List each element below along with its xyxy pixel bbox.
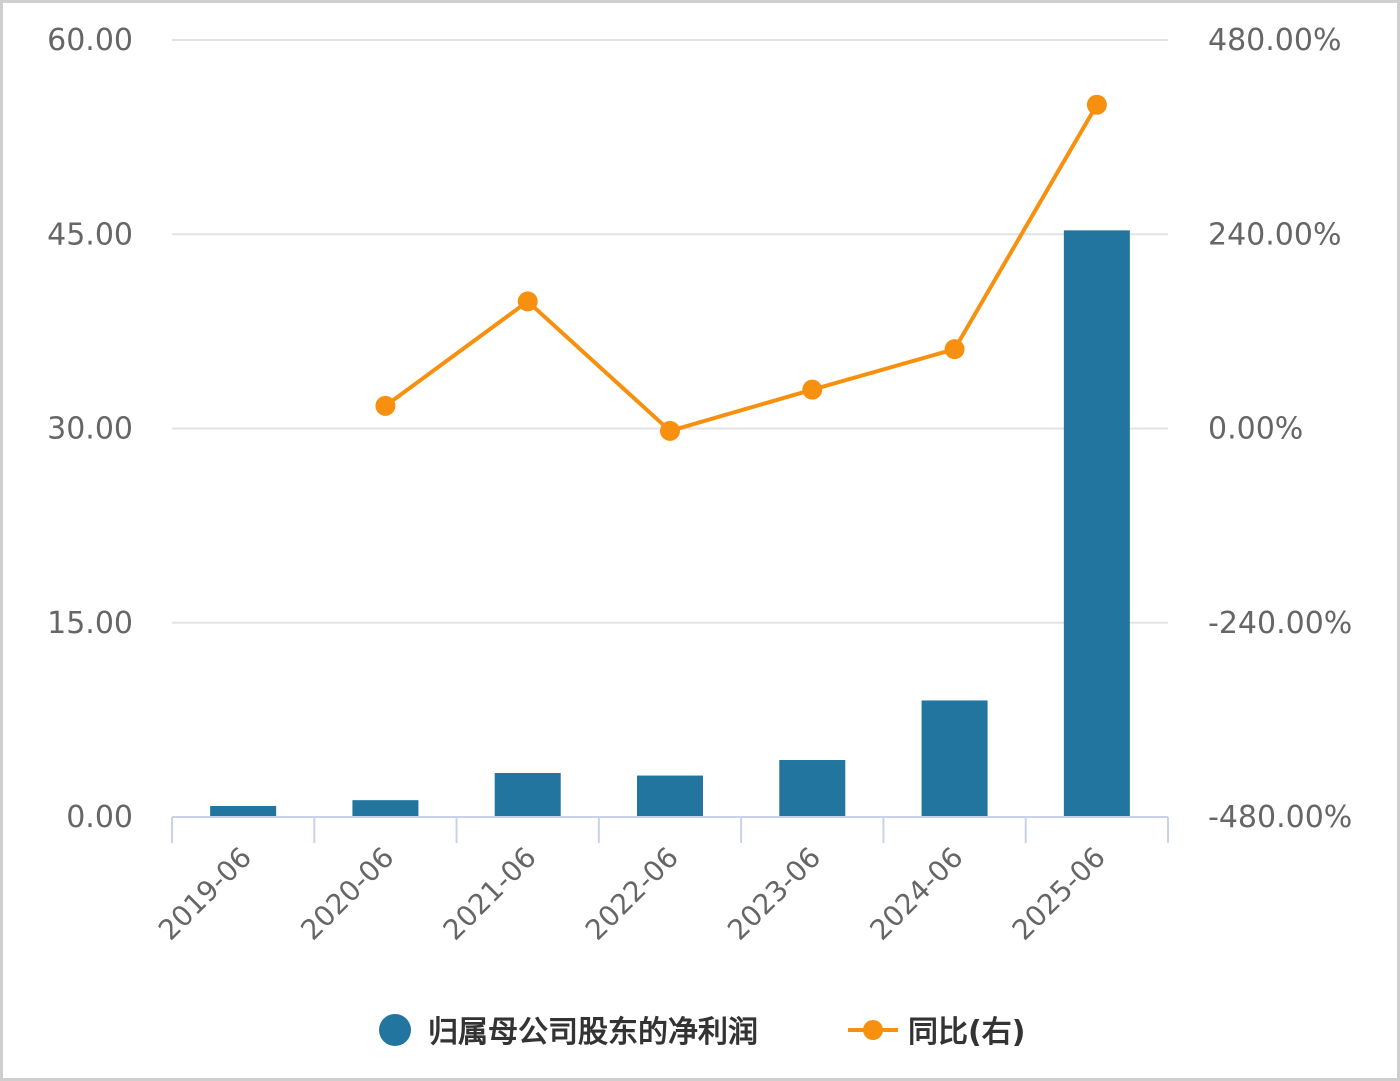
legend-label-net-profit: 归属母公司股东的净利润 — [428, 1015, 758, 1050]
legend-item-yoy[interactable]: 同比(右) — [848, 1015, 1025, 1050]
bar — [494, 772, 561, 817]
right-axis: -480.00% -240.00% 0.00% 240.00% 480.00% — [1208, 23, 1352, 835]
x-tick-label: 2025-06 — [1006, 841, 1112, 947]
bar — [1063, 230, 1130, 818]
right-tick-label: -480.00% — [1208, 800, 1352, 835]
left-tick-label: 0.00 — [66, 800, 133, 835]
legend-label-yoy: 同比(右) — [908, 1015, 1025, 1050]
left-tick-label: 60.00 — [47, 23, 133, 58]
x-tick-label: 2019-06 — [152, 841, 258, 947]
yoy-line — [384, 103, 1099, 433]
yoy-point — [660, 420, 680, 441]
x-tick-label: 2023-06 — [721, 841, 827, 947]
yoy-point — [802, 379, 823, 400]
legend-item-net-profit[interactable]: 归属母公司股东的净利润 — [379, 1014, 758, 1050]
bar — [637, 775, 703, 817]
legend-marker-net-profit — [379, 1014, 411, 1046]
bar-series — [210, 230, 1130, 818]
legend[interactable]: 归属母公司股东的净利润 同比(右) — [379, 1014, 1025, 1050]
yoy-point — [517, 291, 538, 312]
left-axis: 0.00 15.00 30.00 45.00 60.00 — [47, 23, 133, 835]
bar — [779, 760, 846, 817]
x-axis-labels: 2019-06 2020-06 2021-06 2022-06 2023-06 2024-… — [152, 841, 1112, 947]
yoy-point — [944, 339, 965, 360]
left-tick-label: 45.00 — [47, 217, 133, 252]
right-tick-label: -240.00% — [1208, 606, 1352, 641]
bar — [352, 800, 419, 817]
bar — [921, 700, 988, 817]
x-tick-label: 2021-06 — [437, 841, 543, 947]
legend-marker-yoy — [863, 1020, 883, 1040]
right-tick-label: 0.00% — [1208, 412, 1303, 447]
x-tick-label: 2024-06 — [863, 841, 969, 947]
x-tick-label: 2020-06 — [294, 841, 400, 947]
yoy-point — [1086, 94, 1107, 115]
right-tick-label: 240.00% — [1208, 217, 1341, 252]
yoy-point — [375, 395, 396, 416]
x-tick-label: 2022-06 — [579, 841, 685, 947]
bar — [210, 805, 277, 817]
grid-lines — [172, 39, 1168, 624]
x-axis — [171, 816, 1169, 843]
right-tick-label: 480.00% — [1208, 23, 1341, 58]
left-tick-label: 30.00 — [47, 412, 133, 447]
left-tick-label: 15.00 — [47, 606, 133, 641]
line-series — [375, 94, 1107, 441]
